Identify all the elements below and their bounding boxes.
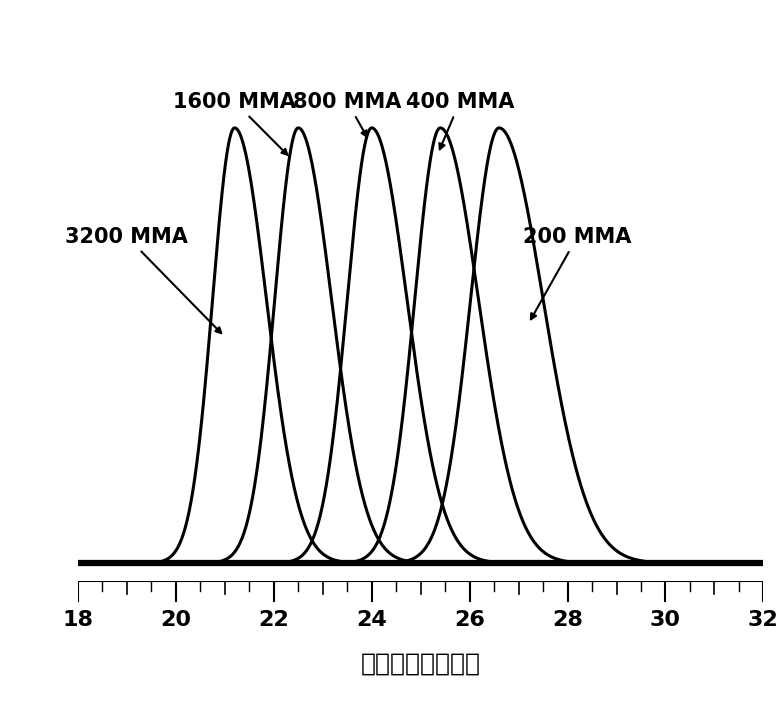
Text: 200 MMA: 200 MMA <box>523 227 632 319</box>
Text: 26: 26 <box>454 610 485 630</box>
Text: 3200 MMA: 3200 MMA <box>65 227 221 333</box>
Text: 22: 22 <box>259 610 289 630</box>
Text: 400 MMA: 400 MMA <box>406 92 514 149</box>
Text: 800 MMA: 800 MMA <box>293 92 401 137</box>
Text: 24: 24 <box>356 610 387 630</box>
Text: 30: 30 <box>650 610 681 630</box>
Text: 18: 18 <box>62 610 93 630</box>
Text: 保留时间（分钟）: 保留时间（分钟） <box>361 652 481 676</box>
Text: 1600 MMA: 1600 MMA <box>173 92 296 155</box>
Text: 32: 32 <box>748 610 779 630</box>
Text: 28: 28 <box>552 610 583 630</box>
Text: 20: 20 <box>160 610 192 630</box>
